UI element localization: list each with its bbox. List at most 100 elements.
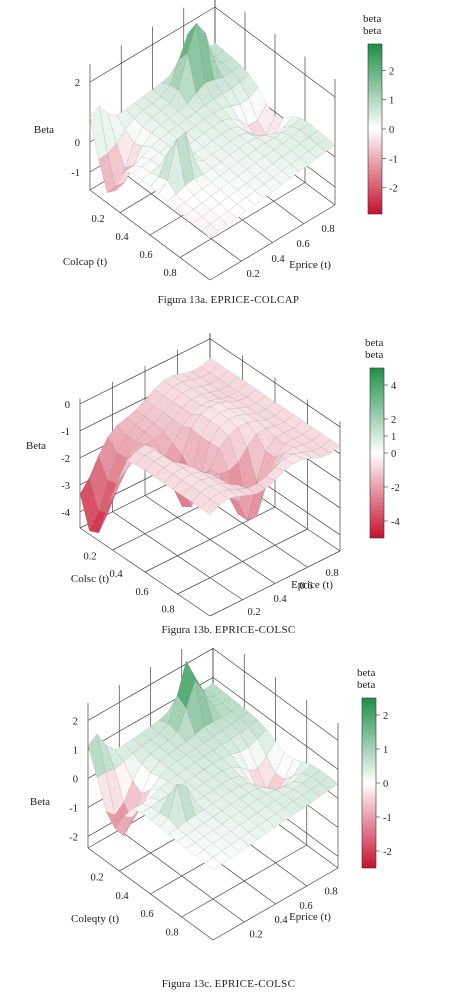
colorbar-tick-label: -2	[383, 847, 392, 858]
colorbar-tick-label: 2	[391, 415, 396, 426]
z-tick-label: -1	[71, 168, 80, 179]
z-gridline	[79, 338, 341, 428]
colorbar-tick-label: -1	[383, 813, 392, 824]
x-tick-label: 0.4	[115, 232, 129, 243]
colorbar-tick-label: 2	[389, 66, 394, 77]
colorbar-tick-label: 4	[391, 381, 397, 392]
y-tick-label: 0.2	[246, 269, 259, 280]
surface-cell	[284, 801, 303, 816]
surface-cell	[257, 819, 276, 834]
x-tick-label: 0.8	[161, 604, 174, 615]
chart-panel-c: 2 1 0 -1 -2 Beta 0.2 0.4 0.6 0.8 Coleqty (t) 0.2 0.4…	[0, 648, 457, 1007]
floor-gridline	[181, 844, 307, 918]
z-tick-label: -2	[61, 454, 70, 465]
floor-gridline	[144, 495, 276, 584]
colorbar-tick-label: 1	[383, 745, 388, 756]
caption-prefix-a: Figura 13a.	[157, 294, 208, 306]
floor-gridline	[209, 204, 336, 281]
z-tick-label: 2	[73, 716, 78, 727]
z-gridline	[87, 648, 339, 741]
colorbar-tick-label: 1	[391, 432, 396, 443]
chart-caption-b: Figura 13b. EPRICE-COLSC	[0, 624, 457, 636]
y-tick-label: 0.6	[299, 901, 312, 912]
surface-chart-c: 2 1 0 -1 -2 Beta 0.2 0.4 0.6 0.8 Coleqty (t) 0.2 0.4…	[30, 648, 392, 941]
caption-prefix-b: Figura 13b.	[161, 624, 213, 636]
caption-name-a: EPRICE-COLCAP	[210, 294, 300, 306]
floor-gridline	[177, 528, 308, 595]
x-axis-label: Colsc (t)	[71, 573, 110, 585]
surface-chart-a: 2 0 -1 Beta 0.2 0.4 0.6 0.8 Colcap (t) 0.2 0.4 0.6 0…	[34, 0, 398, 281]
z-tick-label: -1	[61, 427, 70, 438]
x-tick-label: 0.2	[91, 214, 104, 225]
x-tick-label: 0.6	[135, 587, 148, 598]
surface-cell	[263, 177, 282, 192]
z-axis-label: Beta	[34, 124, 54, 136]
surface-chart-b: 0 -1 -2 -3 -4 Beta 0.2 0.4 0.6 0.8 Colsc (t) 0.2 0.4…	[26, 333, 400, 618]
y-tick-label: 0.4	[271, 254, 285, 265]
z-gridline	[87, 676, 339, 770]
z-axis-label: Beta	[26, 440, 46, 452]
chart-caption-c: Figura 13c. EPRICE-COLSC	[0, 978, 457, 990]
surface-cell	[203, 856, 223, 871]
colorbar	[361, 697, 377, 869]
colorbar-title: beta	[365, 349, 383, 361]
surface-cell	[201, 223, 220, 239]
y-tick-label: 0.2	[247, 607, 260, 618]
z-tick-label: 0	[65, 400, 70, 411]
surface-cell	[254, 183, 273, 199]
chart-panel-b: 0 -1 -2 -3 -4 Beta 0.2 0.4 0.6 0.8 Colsc (t) 0.2 0.4…	[0, 318, 457, 648]
caption-prefix-c: Figura 13c.	[161, 978, 212, 990]
y-tick-label: 0.8	[325, 568, 338, 579]
colorbar-tick-label: -2	[389, 184, 398, 195]
surface-cell	[301, 788, 321, 803]
surface-mesh	[89, 22, 336, 239]
surface-cell	[246, 483, 267, 495]
caption-name-c: EPRICE-COLSC	[214, 978, 296, 990]
x-tick-label: 0.2	[90, 872, 103, 883]
surface-cell	[200, 498, 220, 515]
y-axis-label: Eprice (t)	[289, 911, 331, 923]
floor-gridline	[179, 182, 306, 258]
x-tick-label: 0.4	[115, 891, 129, 902]
z-tick-label: -1	[69, 803, 78, 814]
colorbar-tick-label: 2	[383, 711, 388, 722]
colorbar-tick-label: -4	[391, 517, 400, 528]
colorbar-tick-label: -2	[391, 483, 400, 494]
y-tick-label: 0.4	[273, 594, 287, 605]
y-tick-label: 0.8	[321, 224, 334, 235]
colorbar-title: beta	[357, 667, 375, 679]
x-tick-label: 0.2	[83, 552, 96, 563]
z-tick-label: -4	[61, 508, 70, 519]
y-tick-label: 0.6	[299, 581, 312, 592]
chart-panel-a: 2 0 -1 Beta 0.2 0.4 0.6 0.8 Colcap (t) 0.2 0.4 0.6 0…	[0, 0, 457, 318]
colorbar-tick-label: 0	[383, 779, 388, 790]
surface-cell	[218, 210, 238, 225]
x-tick-label: 0.4	[109, 569, 123, 580]
z-tick-label: 1	[73, 745, 78, 756]
z-gridline	[89, 6, 336, 98]
surface-cell	[274, 458, 294, 472]
surface-cell	[212, 850, 232, 865]
colorbar-title: beta	[365, 337, 383, 349]
z-tick-label: 2	[75, 78, 80, 89]
x-axis-label: Coleqty (t)	[71, 913, 119, 925]
colorbar-title: beta	[357, 679, 375, 691]
colorbar-tick-label: -1	[389, 154, 398, 165]
colorbar-tick-label: 0	[391, 449, 396, 460]
z-tick-label: 0	[75, 138, 80, 149]
surface-cell	[227, 203, 247, 219]
chart-caption-a: Figura 13a. EPRICE-COLCAP	[0, 294, 457, 306]
surface-cell	[283, 453, 304, 464]
colorbar-tick-label: 0	[389, 125, 394, 136]
y-axis-label: Eprice (t)	[289, 259, 331, 271]
colorbar	[367, 43, 383, 215]
y-tick-label: 0.4	[274, 915, 288, 926]
x-tick-label: 0.6	[139, 250, 152, 261]
caption-name-b: EPRICE-COLSC	[214, 624, 296, 636]
z-axis-label: Beta	[30, 796, 50, 808]
y-axis-label: Eprice (t)	[291, 579, 333, 591]
x-tick-label: 0.8	[165, 928, 178, 939]
x-axis-label: Colcap (t)	[63, 256, 108, 268]
z-tick-label: -3	[61, 481, 70, 492]
x-tick-label: 0.6	[140, 909, 153, 920]
